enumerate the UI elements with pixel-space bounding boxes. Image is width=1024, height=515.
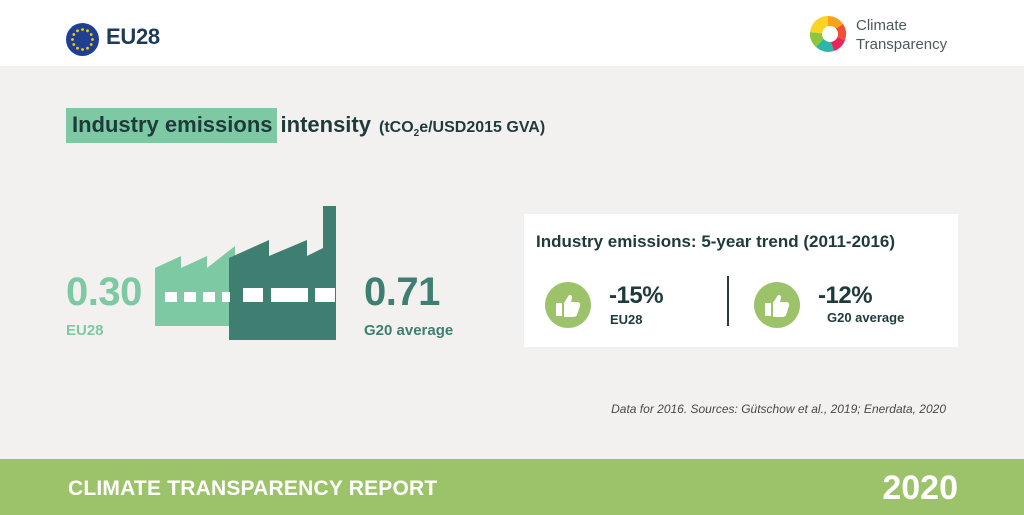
eu-trend-value: -15% [609, 282, 664, 309]
trend-panel: Industry emissions: 5-year trend (2011-2… [524, 214, 958, 347]
eu-intensity-value: 0.30 [66, 270, 142, 314]
source-note: Data for 2016. Sources: Gütschow et al.,… [611, 402, 946, 416]
logo-line-1: Climate [856, 17, 907, 34]
eu-trend-label: EU28 [610, 312, 643, 327]
g20-intensity-value: 0.71 [364, 270, 440, 314]
title-unit-subscript: 2 [413, 128, 420, 140]
climate-transparency-logo-icon [809, 15, 847, 52]
trend-title: Industry emissions: 5-year trend (2011-2… [536, 232, 896, 251]
eu-flag-icon [66, 23, 99, 56]
factory-icon [155, 206, 336, 340]
eu-intensity-label: EU28 [66, 322, 104, 339]
footer-title: CLIMATE TRANSPARENCY REPORT [68, 477, 438, 500]
footer-year: 2020 [882, 469, 958, 507]
g20-thumbs-up-icon [754, 282, 800, 328]
g20-trend-label: G20 average [827, 310, 905, 325]
title-highlight: Industry emissions [66, 108, 277, 143]
title-rest: intensity [280, 112, 371, 137]
region-name: EU28 [106, 24, 160, 49]
logo-text: Climate Transparency [856, 16, 947, 54]
trend-divider [727, 276, 729, 326]
page-title: Industry emissions intensity (tCO2e/USD201… [66, 108, 545, 143]
top-bar: EU28 Climate Transparency [0, 0, 1024, 66]
eu-thumbs-up-icon [545, 282, 591, 328]
logo-line-2: Transparency [856, 36, 948, 53]
title-unit: (tCO2e/USD2015 GVA) [379, 119, 545, 139]
title-unit-prefix: (tCO [378, 119, 414, 136]
title-unit-suffix: e/USD2015 GVA) [419, 119, 546, 136]
g20-intensity-label: G20 average [364, 322, 454, 339]
footer-bar: CLIMATE TRANSPARENCY REPORT 2020 [0, 459, 1024, 515]
g20-trend-value: -12% [818, 282, 873, 309]
